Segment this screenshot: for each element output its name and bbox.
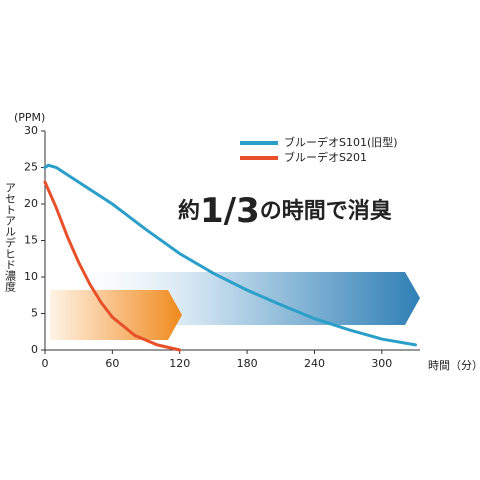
annotation: 約1/3の時間で消臭	[178, 191, 392, 231]
series-line	[43, 180, 182, 352]
annotation-part: の時間で消臭	[260, 198, 392, 224]
x-tick-label: 240	[304, 357, 325, 370]
y-axis-label: アセトアルデヒド濃度	[4, 182, 17, 293]
series-line	[43, 163, 418, 347]
y-tick-label: 15	[24, 234, 38, 247]
x-tick-label: 180	[237, 357, 258, 370]
y-unit: (PPM)	[14, 111, 45, 124]
y-tick-label: 10	[24, 270, 38, 283]
y-tick-label: 0	[31, 343, 38, 356]
y-tick-label: 25	[24, 161, 38, 174]
x-tick-label: 0	[42, 357, 49, 370]
y-tick-label: 20	[24, 197, 38, 210]
annotation-part: 約	[178, 198, 200, 224]
x-tick-label: 120	[169, 357, 190, 370]
x-tick-label: 60	[105, 357, 119, 370]
x-axis-label: 時間（分）	[428, 359, 480, 372]
x-tick-label: 300	[371, 357, 392, 370]
legend-label: ブルーデオS201	[284, 150, 367, 164]
legend-label: ブルーデオS101(旧型)	[284, 135, 398, 149]
annotation-part: 1/3	[200, 191, 260, 231]
y-tick-label: 30	[24, 124, 38, 137]
y-tick-label: 5	[31, 307, 38, 320]
short-arrow	[50, 290, 182, 340]
